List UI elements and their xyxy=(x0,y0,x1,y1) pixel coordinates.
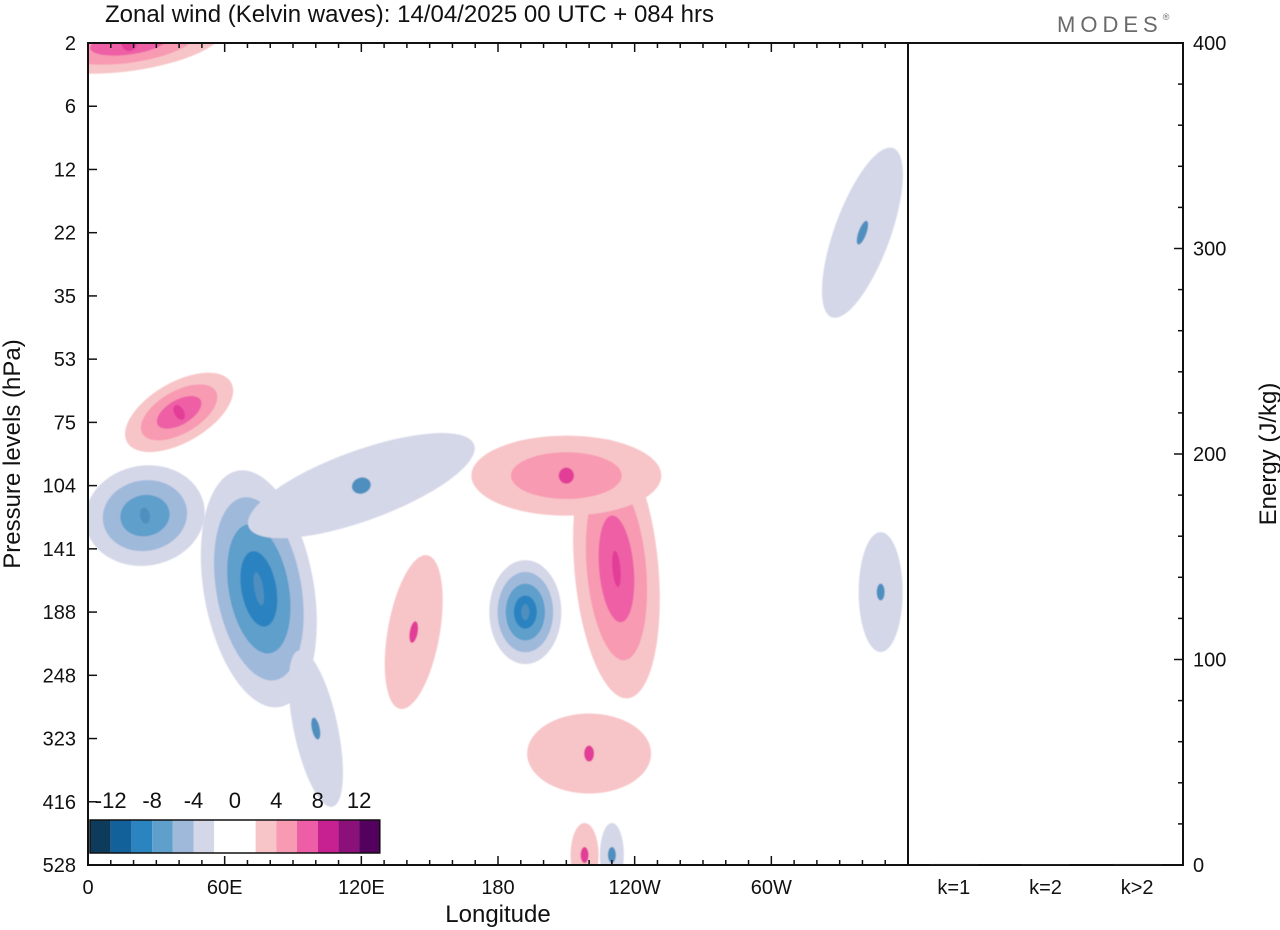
wind-anomaly-contour xyxy=(88,43,224,74)
x-tick-label: 120E xyxy=(338,877,385,899)
wind-anomaly-core xyxy=(140,507,150,524)
y-axis-ticks: 2 6 12 22 35 53 75 104 141 188 248 323 416 528 xyxy=(43,33,97,877)
y-tick-label: 104 xyxy=(43,476,76,498)
y-axis-label: Pressure levels (hPa) xyxy=(0,339,26,568)
wind-anomaly-core xyxy=(607,847,616,863)
y-tick-label: 188 xyxy=(43,602,76,624)
colorbar-label: 12 xyxy=(347,788,371,813)
energy-bar xyxy=(1113,863,1162,865)
wind-anomaly-core xyxy=(876,583,885,601)
energy-axis-label: Energy (J/kg) xyxy=(1255,383,1280,526)
colorbar-swatch xyxy=(255,820,277,853)
energy-tick-label: 400 xyxy=(1193,33,1226,55)
energy-frame xyxy=(907,42,1184,866)
y-tick-label: 12 xyxy=(54,159,76,181)
wind-anomaly-core xyxy=(580,847,589,863)
wind-anomaly-core xyxy=(584,745,595,762)
colorbar-swatch xyxy=(317,820,339,853)
chart-title: Zonal wind (Kelvin waves): 14/04/2025 00… xyxy=(105,1,714,28)
energy-tick-label: 200 xyxy=(1193,444,1226,466)
colorbar-swatch xyxy=(131,820,153,853)
colorbar-swatch xyxy=(359,820,380,853)
y-tick-label: 22 xyxy=(54,223,76,245)
brand-text: MODES xyxy=(1057,12,1163,37)
energy-tick-label: 100 xyxy=(1193,650,1226,672)
x-tick-label: 0 xyxy=(82,877,93,899)
wind-anomaly-core xyxy=(409,621,419,643)
energy-bar xyxy=(1021,864,1070,865)
colorbar-frame xyxy=(89,819,381,854)
wind-heatmap-panel: 0 60E 120E 180 120W 60W 2 6 12 22 35 53 75 104 141 188… xyxy=(43,33,909,899)
x-axis-label: Longitude xyxy=(445,901,550,928)
colorbar-label: 0 xyxy=(229,788,241,813)
y-tick-label: 6 xyxy=(65,96,76,118)
energy-panel: k=1 k=2 k>2 0 100 200 300 400 xyxy=(907,33,1226,899)
colorbar-swatch xyxy=(172,820,194,853)
energy-category-label: k=1 xyxy=(937,877,970,899)
wind-anomaly-core xyxy=(612,550,621,587)
brand-logo: MODES® xyxy=(1057,12,1174,37)
wind-anomaly-core xyxy=(311,717,321,740)
energy-category-label: k=2 xyxy=(1029,877,1062,899)
energy-bars: k=1 k=2 k>2 xyxy=(929,863,1162,899)
wind-anomaly-core xyxy=(173,405,185,420)
wind-anomaly-core xyxy=(558,467,574,484)
colorbar-label: -4 xyxy=(184,788,204,813)
x-tick-label: 180 xyxy=(481,877,514,899)
y-tick-label: 53 xyxy=(54,349,76,371)
colorbar-swatch xyxy=(297,820,318,853)
wind-anomaly-contour xyxy=(90,43,168,56)
wind-anomaly-core xyxy=(856,220,869,245)
colorbar-label: -8 xyxy=(142,788,162,813)
colorbar-swatch xyxy=(234,820,256,853)
energy-bar xyxy=(929,863,978,865)
x-tick-label: 120W xyxy=(609,877,661,899)
colorbar-swatch xyxy=(276,820,297,853)
y-tick-label: 141 xyxy=(43,539,76,561)
colorbar-swatch xyxy=(90,820,111,853)
wind-anomaly-core xyxy=(351,477,371,494)
wind-anomaly-contour xyxy=(88,43,196,65)
energy-axis-ticks: 0 100 200 300 400 xyxy=(1174,33,1226,877)
colorbar-swatch xyxy=(214,820,235,853)
colorbar-label: -12 xyxy=(95,788,127,813)
colorbar-swatch xyxy=(152,820,173,853)
brand-registered-mark: ® xyxy=(1163,12,1175,22)
colorbar-swatch xyxy=(110,820,132,853)
y-tick-label: 75 xyxy=(54,412,76,434)
energy-tick-label: 300 xyxy=(1193,239,1226,261)
x-tick-label: 60W xyxy=(751,877,792,899)
y-tick-label: 2 xyxy=(65,33,76,55)
y-tick-label: 416 xyxy=(43,792,76,814)
energy-tick-label: 0 xyxy=(1193,855,1204,877)
y-tick-label: 323 xyxy=(43,729,76,751)
x-tick-label: 60E xyxy=(207,877,243,899)
y-tick-label: 35 xyxy=(54,286,76,308)
energy-category-label: k>2 xyxy=(1121,877,1154,899)
colorbar-swatch xyxy=(193,820,215,853)
colorbar-label: 8 xyxy=(312,788,324,813)
wind-anomaly-contour xyxy=(570,823,599,865)
colorbar: -12 -8 -4 0 4 8 12 xyxy=(89,788,381,854)
wind-anomaly-core xyxy=(253,572,265,606)
wind-anomaly-core xyxy=(121,43,137,51)
colorbar-label: 4 xyxy=(270,788,282,813)
colorbar-swatch xyxy=(338,820,360,853)
x-axis-ticks: 0 60E 120E 180 120W 60W xyxy=(82,43,909,899)
y-tick-label: 248 xyxy=(43,665,76,687)
y-tick-label: 528 xyxy=(43,855,76,877)
wind-anomaly-core xyxy=(521,604,530,621)
heatmap-contour-shapes xyxy=(88,43,903,865)
wind-anomaly-contour xyxy=(599,823,624,865)
